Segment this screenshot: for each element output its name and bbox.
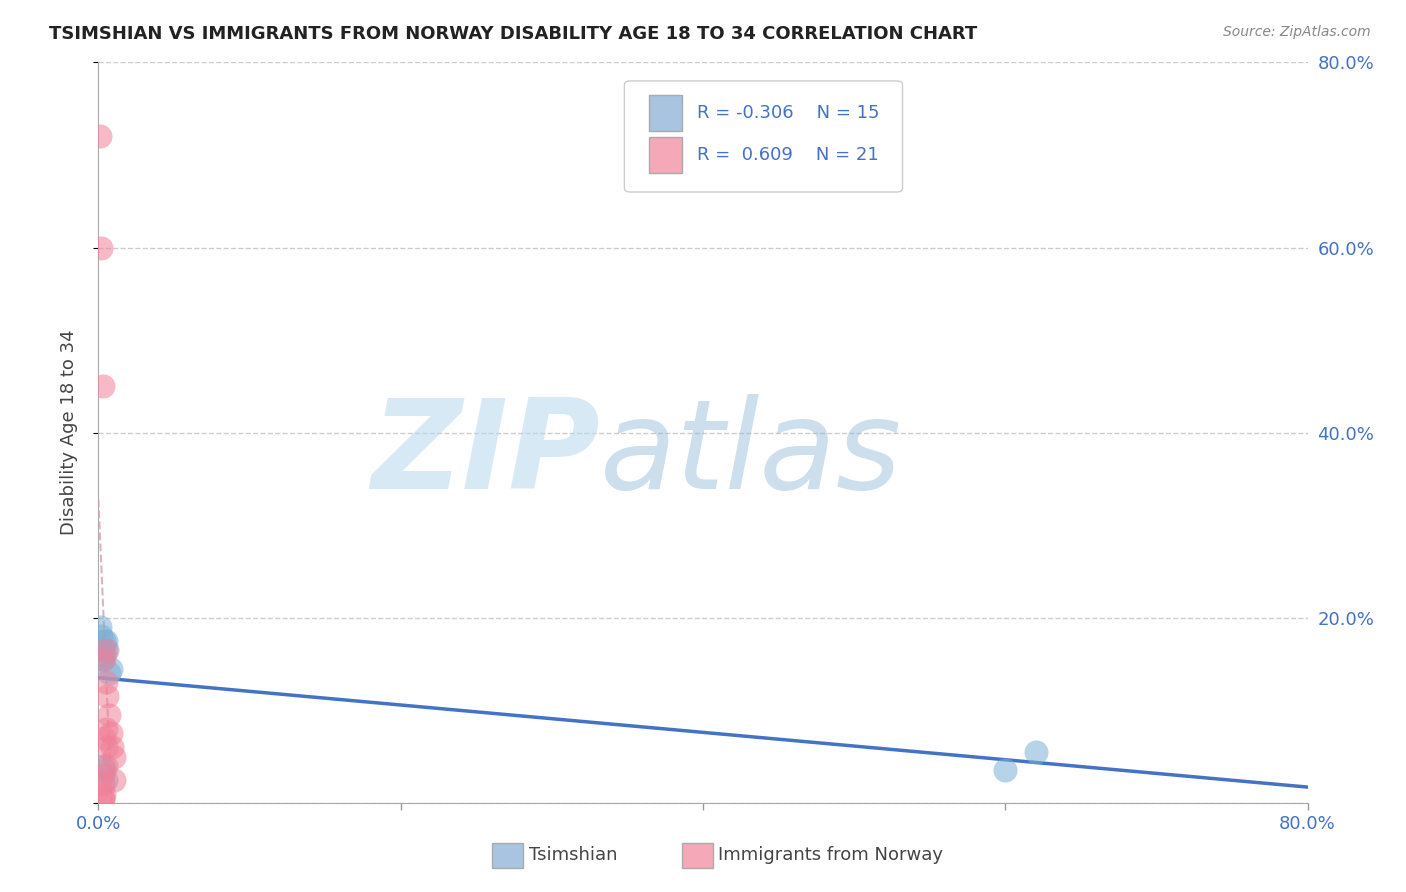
Point (94, 675, 117, 690)
Point (94, 643, 117, 657)
FancyBboxPatch shape (624, 81, 903, 192)
Point (91, 758, 114, 772)
Point (94, 740, 117, 755)
Point (103, 772, 125, 787)
Point (93, 764, 115, 778)
Point (91, 379, 114, 393)
Text: Source: ZipAtlas.com: Source: ZipAtlas.com (1223, 25, 1371, 39)
Point (94, 758, 117, 772)
Point (100, 662, 122, 676)
Point (91, 768, 114, 782)
Point (91, 643, 114, 657)
Point (89, 620, 111, 634)
Point (101, 740, 124, 755)
Text: atlas: atlas (600, 394, 903, 516)
Point (994, 764, 1017, 778)
Point (98, 707, 121, 722)
FancyBboxPatch shape (648, 95, 682, 130)
Point (91, 652, 114, 666)
Text: Immigrants from Norway: Immigrants from Norway (718, 847, 943, 864)
Point (89, 129, 111, 144)
Point (90, 240, 112, 255)
Point (91, 777, 114, 791)
Text: ZIP: ZIP (371, 394, 600, 516)
Point (91, 791, 114, 805)
Point (98, 666, 121, 681)
Point (94, 772, 117, 787)
Point (100, 726, 122, 740)
Point (96, 690, 118, 704)
Point (93, 633, 115, 648)
Point (103, 749, 125, 764)
Point (1024, 745, 1046, 759)
Point (93, 652, 115, 666)
Point (93, 731, 115, 745)
FancyBboxPatch shape (648, 137, 682, 173)
Text: Tsimshian: Tsimshian (529, 847, 617, 864)
Point (93, 648, 115, 662)
Y-axis label: Disability Age 18 to 34: Disability Age 18 to 34 (59, 330, 77, 535)
Text: R =  0.609    N = 21: R = 0.609 N = 21 (697, 146, 879, 164)
Point (94, 633, 117, 648)
Point (96, 643, 118, 657)
Text: TSIMSHIAN VS IMMIGRANTS FROM NORWAY DISABILITY AGE 18 TO 34 CORRELATION CHART: TSIMSHIAN VS IMMIGRANTS FROM NORWAY DISA… (49, 25, 977, 43)
Point (94, 722, 117, 736)
Point (93, 787, 115, 801)
Text: R = -0.306    N = 15: R = -0.306 N = 15 (697, 103, 880, 122)
Point (90, 629, 112, 643)
Point (91, 793, 114, 807)
